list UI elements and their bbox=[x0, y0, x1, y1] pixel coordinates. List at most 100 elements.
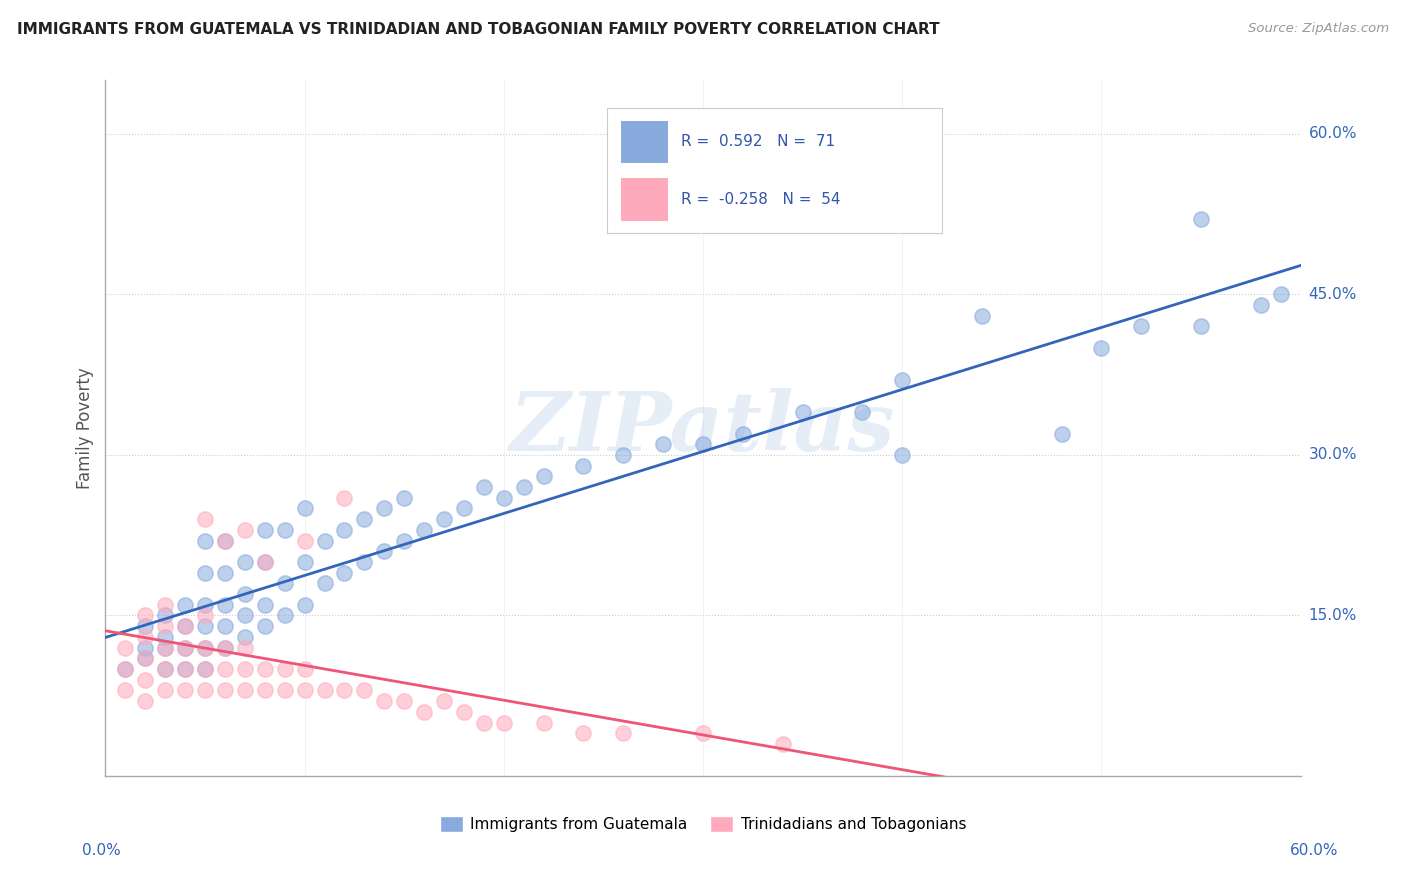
Point bbox=[214, 533, 236, 548]
Point bbox=[392, 694, 416, 708]
Point bbox=[134, 651, 156, 665]
Point bbox=[253, 555, 276, 569]
Point bbox=[314, 533, 336, 548]
Point bbox=[174, 683, 197, 698]
Point bbox=[533, 469, 555, 483]
Point bbox=[153, 598, 177, 612]
Point bbox=[1189, 212, 1212, 227]
Point bbox=[194, 640, 217, 655]
Point bbox=[353, 555, 375, 569]
Point bbox=[233, 587, 256, 601]
Point bbox=[194, 566, 217, 580]
Point bbox=[533, 715, 555, 730]
Y-axis label: Family Poverty: Family Poverty bbox=[76, 368, 94, 489]
Point bbox=[392, 491, 416, 505]
Point bbox=[153, 619, 177, 633]
Point bbox=[792, 405, 814, 419]
Point bbox=[314, 683, 336, 698]
Point bbox=[692, 437, 714, 451]
Point bbox=[692, 726, 714, 740]
Point bbox=[174, 640, 197, 655]
Point bbox=[153, 683, 177, 698]
Point bbox=[194, 533, 217, 548]
Point bbox=[472, 715, 495, 730]
Point bbox=[492, 715, 515, 730]
Point bbox=[233, 662, 256, 676]
Point bbox=[253, 555, 276, 569]
Point bbox=[314, 576, 336, 591]
Point bbox=[134, 651, 156, 665]
Point bbox=[513, 480, 536, 494]
Point bbox=[174, 598, 197, 612]
Point bbox=[273, 608, 295, 623]
Point bbox=[214, 640, 236, 655]
Point bbox=[134, 694, 156, 708]
Point bbox=[353, 512, 375, 526]
Point bbox=[1130, 319, 1153, 334]
Point bbox=[273, 683, 295, 698]
Point bbox=[253, 619, 276, 633]
Point bbox=[453, 501, 475, 516]
Point bbox=[174, 640, 197, 655]
Point bbox=[253, 662, 276, 676]
Point bbox=[233, 683, 256, 698]
Point bbox=[294, 533, 316, 548]
Point bbox=[214, 683, 236, 698]
Point bbox=[233, 630, 256, 644]
Point bbox=[294, 598, 316, 612]
Point bbox=[373, 544, 395, 558]
Point bbox=[153, 630, 177, 644]
Point bbox=[214, 640, 236, 655]
Text: 15.0%: 15.0% bbox=[1309, 608, 1357, 623]
Point bbox=[194, 598, 217, 612]
Text: 60.0%: 60.0% bbox=[1291, 843, 1339, 858]
Point bbox=[413, 523, 436, 537]
Point bbox=[174, 619, 197, 633]
Point bbox=[233, 555, 256, 569]
Point bbox=[472, 480, 495, 494]
Point bbox=[174, 662, 197, 676]
Point bbox=[134, 673, 156, 687]
Text: 30.0%: 30.0% bbox=[1309, 448, 1357, 462]
Point bbox=[353, 683, 375, 698]
Point bbox=[233, 523, 256, 537]
Text: Source: ZipAtlas.com: Source: ZipAtlas.com bbox=[1249, 22, 1389, 36]
Point bbox=[134, 630, 156, 644]
Point bbox=[253, 598, 276, 612]
Point bbox=[970, 309, 993, 323]
Text: 0.0%: 0.0% bbox=[82, 843, 121, 858]
Point bbox=[294, 501, 316, 516]
Point bbox=[1270, 287, 1292, 301]
Point bbox=[194, 512, 217, 526]
Point bbox=[153, 662, 177, 676]
Point bbox=[294, 555, 316, 569]
Point bbox=[134, 640, 156, 655]
Point bbox=[433, 512, 456, 526]
Point bbox=[294, 683, 316, 698]
Point bbox=[1090, 341, 1112, 355]
Point bbox=[891, 448, 914, 462]
Point bbox=[174, 619, 197, 633]
Point bbox=[851, 405, 873, 419]
Point bbox=[373, 694, 395, 708]
Point bbox=[453, 705, 475, 719]
Text: 45.0%: 45.0% bbox=[1309, 287, 1357, 301]
Point bbox=[134, 608, 156, 623]
Point bbox=[392, 533, 416, 548]
Legend: Immigrants from Guatemala, Trinidadians and Tobagonians: Immigrants from Guatemala, Trinidadians … bbox=[433, 810, 973, 838]
Point bbox=[1250, 298, 1272, 312]
Point bbox=[333, 491, 356, 505]
Point bbox=[572, 458, 595, 473]
Point bbox=[333, 523, 356, 537]
Point bbox=[194, 662, 217, 676]
Point bbox=[772, 737, 794, 751]
Point bbox=[194, 619, 217, 633]
Point bbox=[153, 662, 177, 676]
Point bbox=[273, 576, 295, 591]
Point bbox=[273, 523, 295, 537]
Point bbox=[114, 640, 136, 655]
Point bbox=[174, 662, 197, 676]
Point bbox=[233, 640, 256, 655]
Point bbox=[333, 566, 356, 580]
Point bbox=[153, 640, 177, 655]
